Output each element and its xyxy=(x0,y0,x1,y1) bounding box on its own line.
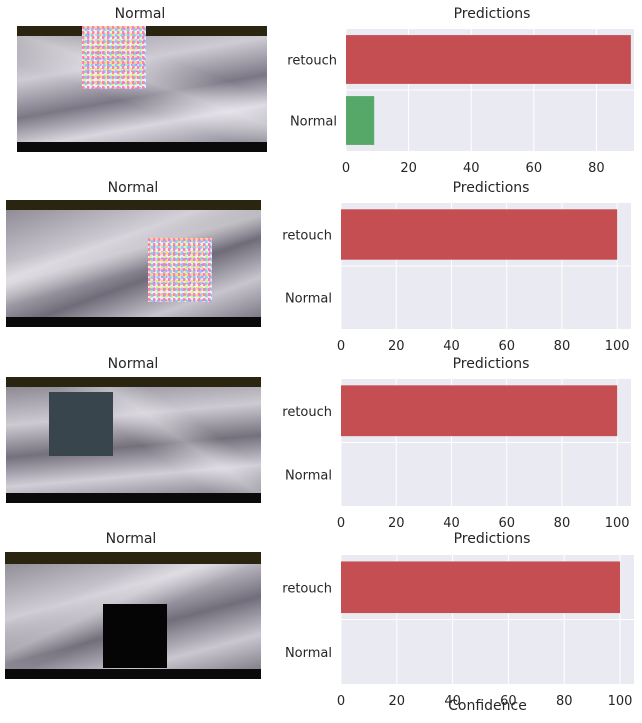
sample-image xyxy=(17,26,267,152)
y-tick-label: retouch xyxy=(282,405,332,420)
image-title: Normal xyxy=(114,6,166,22)
x-axis-label: Confidence xyxy=(448,698,527,714)
y-tick-label: retouch xyxy=(282,581,332,596)
noise-occlusion-patch xyxy=(82,26,146,89)
x-tick-label: 20 xyxy=(400,161,417,176)
sample-image xyxy=(6,200,261,327)
y-tick-label: retouch xyxy=(282,229,332,244)
bar-retouch xyxy=(341,561,621,614)
x-tick-label: 40 xyxy=(463,161,480,176)
x-tick-label: 80 xyxy=(556,694,573,709)
image-title: Normal xyxy=(107,356,159,372)
x-tick-label: 20 xyxy=(389,694,406,709)
predictions-chart: 0 20 40 60 80 100 retouch Normal Confidence xyxy=(282,555,634,714)
chart-title: Predictions xyxy=(453,6,531,22)
bar-retouch xyxy=(341,209,618,260)
noise-occlusion-patch xyxy=(148,238,212,302)
x-tick-label: 0 xyxy=(342,161,350,176)
x-tick-label: 40 xyxy=(443,516,460,528)
chart-title: Predictions xyxy=(452,356,530,372)
x-tick-label: 60 xyxy=(498,516,515,528)
x-tick-label: 80 xyxy=(588,161,605,176)
y-tick-label: Normal xyxy=(285,646,332,661)
chart-title: Predictions xyxy=(452,180,530,196)
x-tick-label: 0 xyxy=(337,516,345,528)
x-tick-label: 20 xyxy=(388,339,405,353)
y-tick-label: Normal xyxy=(285,468,332,483)
x-tick-label: 40 xyxy=(444,694,461,709)
x-tick-label: 80 xyxy=(554,516,571,528)
x-tick-label: 100 xyxy=(608,694,633,709)
slate-occlusion-patch xyxy=(49,392,113,456)
x-tick-label: 100 xyxy=(605,516,630,528)
y-tick-label: Normal xyxy=(290,115,337,130)
y-tick-label: retouch xyxy=(287,54,337,69)
bar-retouch xyxy=(341,385,618,437)
predictions-chart: 0 20 40 60 80 100 retouch Normal xyxy=(282,203,631,353)
row-3: Normal Predictions 0 20 40 60 80 100 retouch No… xyxy=(0,353,642,528)
x-tick-label: 100 xyxy=(605,339,630,353)
row-1: Normal Predictions 0 20 40 60 80 retouch Norma… xyxy=(0,0,642,178)
x-tick-label: 0 xyxy=(337,694,345,709)
x-tick-label: 20 xyxy=(388,516,405,528)
x-tick-label: 0 xyxy=(337,339,345,353)
sample-image xyxy=(6,377,261,503)
x-tick-label: 40 xyxy=(443,339,460,353)
black-occlusion-patch xyxy=(103,604,167,668)
image-title: Normal xyxy=(107,180,159,196)
x-tick-label: 60 xyxy=(526,161,543,176)
row-4: Normal Predictions 0 20 40 60 80 100 retouch No… xyxy=(0,528,642,723)
x-tick-label: 60 xyxy=(498,339,515,353)
chart-title: Predictions xyxy=(453,531,531,547)
predictions-chart: 0 20 40 60 80 100 retouch Normal xyxy=(282,379,631,528)
sample-image xyxy=(5,552,261,679)
x-tick-label: 80 xyxy=(554,339,571,353)
x-tick-label: 60 xyxy=(500,694,517,709)
y-tick-label: Normal xyxy=(285,292,332,307)
image-title: Normal xyxy=(105,531,157,547)
predictions-chart: 020406080retouchNormalConfidence xyxy=(287,29,634,176)
bar-retouch xyxy=(346,35,631,84)
bar-normal xyxy=(346,96,375,145)
row-2: Normal Predictions 0 20 40 60 80 100 retouch No… xyxy=(0,178,642,353)
